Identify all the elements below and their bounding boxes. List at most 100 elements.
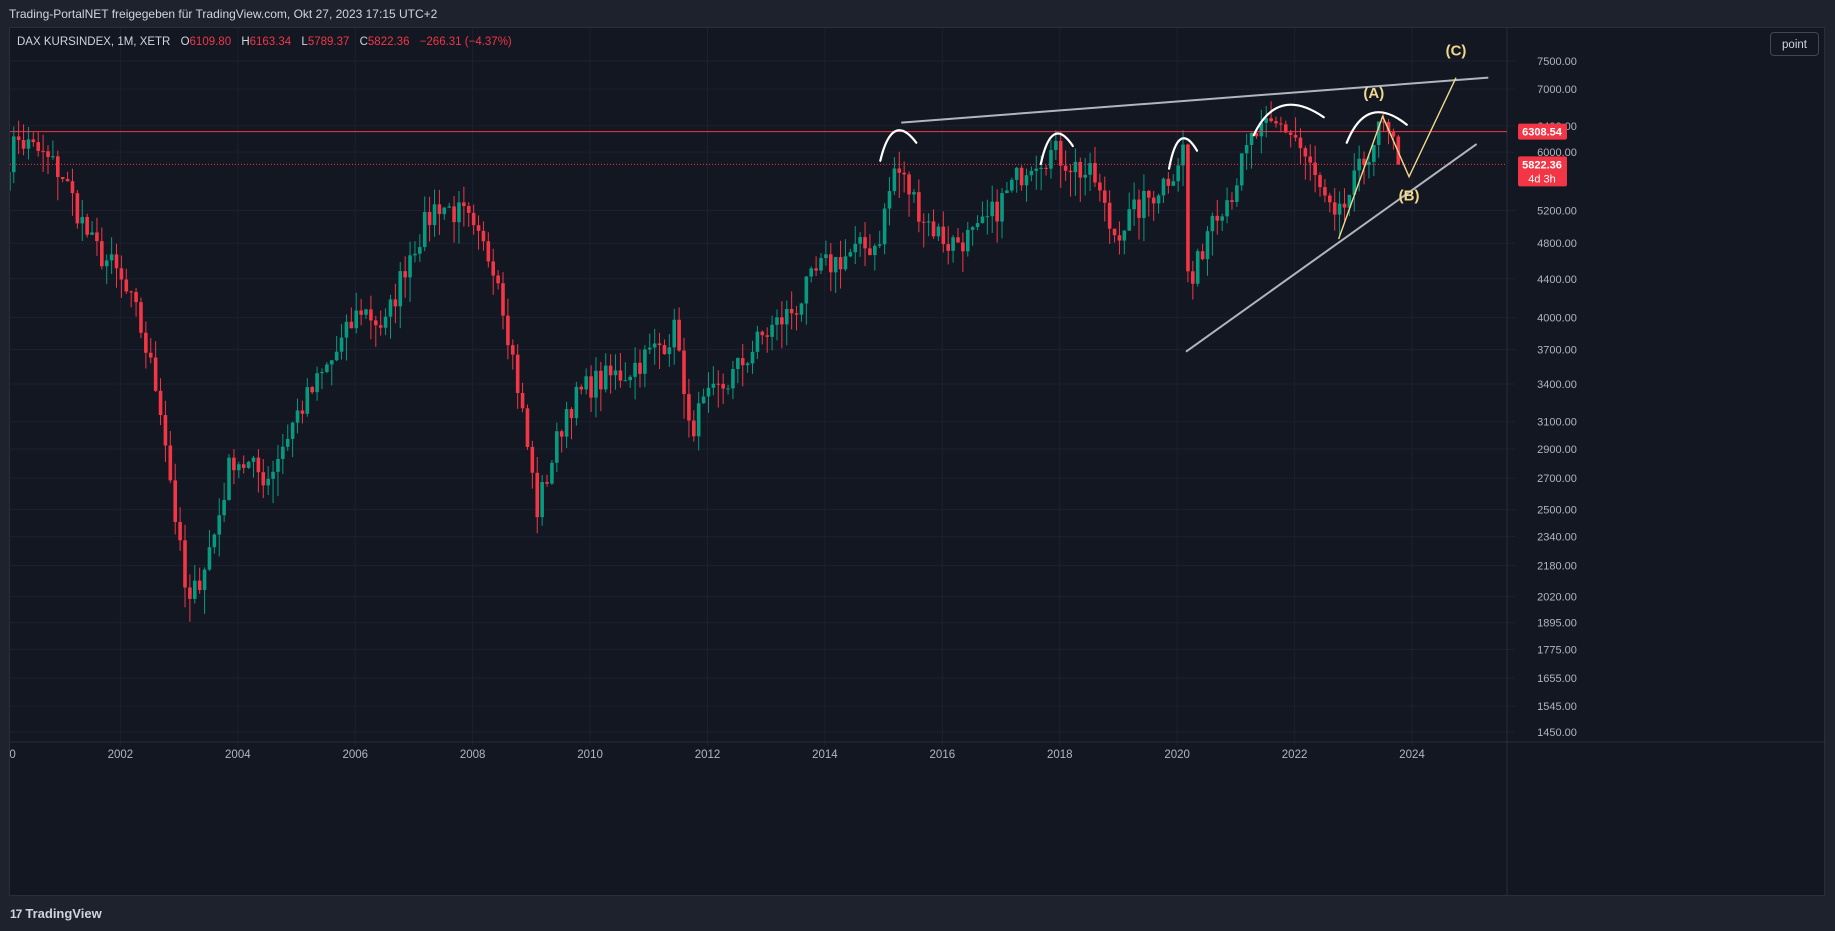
candle-body	[877, 244, 882, 246]
x-tick-label: 2018	[1047, 749, 1073, 761]
candle-body	[824, 254, 828, 259]
candle-body	[55, 156, 60, 178]
wave-label: (B)	[1399, 187, 1420, 204]
candle-body	[599, 370, 603, 390]
x-tick-label: 2000	[10, 749, 16, 761]
candle-body	[256, 457, 261, 473]
candle-body	[462, 202, 466, 207]
y-tick-label: 2180.00	[1537, 561, 1577, 573]
candle-body	[1205, 231, 1210, 260]
candle-body	[961, 242, 965, 252]
candle-body	[95, 232, 99, 242]
candle-body	[946, 244, 951, 251]
candle-body	[114, 254, 119, 269]
upper-trendline[interactable]	[901, 76, 1489, 124]
candle-body	[589, 376, 593, 398]
candle-body	[501, 283, 505, 316]
candle-body	[237, 464, 241, 471]
peak-arc[interactable]	[1345, 111, 1408, 144]
candle-body	[344, 321, 349, 338]
candle-body	[682, 350, 686, 395]
candle-body	[868, 248, 872, 256]
candle-body	[706, 387, 711, 397]
candle-body	[525, 408, 530, 447]
candle-body	[212, 534, 217, 548]
candle-body	[1323, 187, 1327, 196]
candle-body	[271, 471, 275, 479]
peak-arc[interactable]	[1252, 103, 1325, 137]
candle-body	[36, 142, 41, 151]
candle-body	[251, 457, 256, 462]
candle-body	[1029, 170, 1034, 176]
x-tick-label: 2022	[1282, 749, 1308, 761]
y-tick-label: 2340.00	[1537, 532, 1577, 544]
candle-body	[334, 351, 339, 361]
candle-body	[995, 201, 999, 222]
candle-body	[652, 343, 657, 348]
candle-body	[672, 319, 677, 348]
candle-body	[555, 431, 559, 463]
candle-body	[667, 347, 672, 355]
tradingview-brand[interactable]: 17 TradingView	[10, 906, 102, 921]
candle-body	[633, 362, 637, 377]
candle-body	[907, 174, 911, 195]
candle-body	[819, 258, 823, 271]
candle-body	[1225, 200, 1229, 217]
candle-body	[452, 206, 456, 223]
candle-body	[623, 380, 628, 382]
peak-arc[interactable]	[879, 129, 918, 162]
candle-body	[10, 172, 11, 191]
candle-body	[447, 206, 451, 208]
candle-body	[882, 208, 887, 245]
candle-body	[310, 387, 314, 393]
last-price-label: 5822.36	[1522, 159, 1562, 171]
last-price-label-box	[1518, 156, 1567, 187]
candle-body	[1034, 168, 1039, 171]
candle-body	[1156, 195, 1161, 204]
candle-body	[1239, 153, 1244, 186]
low-value: 5789.37	[307, 36, 350, 48]
candle-body	[1024, 175, 1029, 186]
candle-body	[1044, 167, 1048, 169]
candle-body	[740, 358, 745, 366]
share-header: Trading-PortalNET freigegeben für Tradin…	[0, 0, 1835, 27]
candle-body	[1230, 200, 1234, 203]
peak-arc[interactable]	[1167, 137, 1199, 170]
candle-body	[951, 237, 955, 251]
candle-body	[276, 458, 280, 472]
candle-body	[1171, 181, 1176, 186]
price-chart[interactable]: 7500.007000.006400.006000.005200.004800.…	[10, 28, 1826, 897]
candle-body	[207, 547, 212, 570]
candle-body	[364, 309, 368, 315]
candle-body	[760, 331, 765, 336]
candle-body	[1191, 271, 1195, 284]
chart-pane[interactable]: 7500.007000.006400.006000.005200.004800.…	[9, 27, 1826, 897]
candle-body	[85, 216, 89, 235]
candle-body	[11, 136, 16, 173]
candle-body	[833, 257, 838, 273]
candle-body	[471, 212, 476, 226]
candle-body	[369, 309, 373, 321]
wave-projection-line[interactable]	[1337, 77, 1457, 240]
candle-body	[217, 515, 222, 535]
x-tick-label: 2008	[460, 749, 486, 761]
candle-body	[941, 226, 946, 245]
candle-body	[1347, 194, 1352, 208]
candle-body	[1083, 174, 1087, 178]
candle-body	[393, 299, 398, 307]
candle-body	[481, 230, 486, 242]
candle-body	[956, 237, 960, 243]
candle-body	[1132, 199, 1136, 210]
candle-body	[657, 343, 662, 346]
candle-body	[1210, 215, 1215, 232]
candle-body	[418, 247, 422, 254]
candle-body	[1293, 134, 1298, 138]
price-scale-mode-button[interactable]: point	[1770, 32, 1819, 56]
candle-body	[1259, 122, 1264, 137]
candle-body	[158, 390, 163, 416]
candle-body	[975, 223, 980, 228]
lower-trendline[interactable]	[1185, 143, 1478, 353]
candle-body	[476, 225, 481, 231]
candle-body	[134, 292, 138, 303]
peak-arc[interactable]	[1039, 132, 1074, 166]
